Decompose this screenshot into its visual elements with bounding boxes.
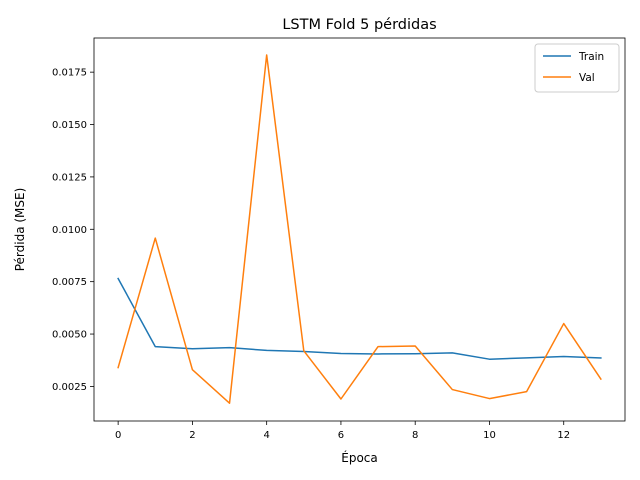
y-axis-label: Pérdida (MSE) [13, 188, 27, 272]
legend-label-train: Train [578, 51, 604, 63]
series-line-train [117, 277, 602, 360]
y-tick-label: 0.0025 [52, 382, 87, 393]
y-tick-label: 0.0050 [52, 330, 87, 341]
x-tick-label: 0 [115, 430, 121, 441]
series-line-val [117, 54, 602, 404]
x-tick-label: 6 [338, 430, 344, 441]
y-tick-label: 0.0100 [52, 225, 87, 236]
x-axis-label: Época [341, 450, 378, 465]
x-tick-label: 2 [189, 430, 195, 441]
legend-label-val: Val [579, 72, 595, 84]
y-tick-label: 0.0075 [52, 277, 87, 288]
x-tick-label: 12 [557, 430, 570, 441]
x-tick-label: 10 [483, 430, 496, 441]
x-tick-label: 8 [412, 430, 418, 441]
y-tick-label: 0.0175 [52, 68, 87, 79]
y-tick-label: 0.0150 [52, 120, 87, 131]
plot-area: 0 2 4 6 8 10 12 0.0025 0.0050 0.0075 0.0100 0.0125 0… [52, 37, 626, 441]
x-tick-label: 4 [263, 430, 269, 441]
legend-box [534, 43, 620, 93]
y-tick-label: 0.0125 [52, 172, 87, 183]
legend: Train Val [534, 43, 620, 93]
chart-title: LSTM Fold 5 pérdidas [282, 17, 436, 33]
